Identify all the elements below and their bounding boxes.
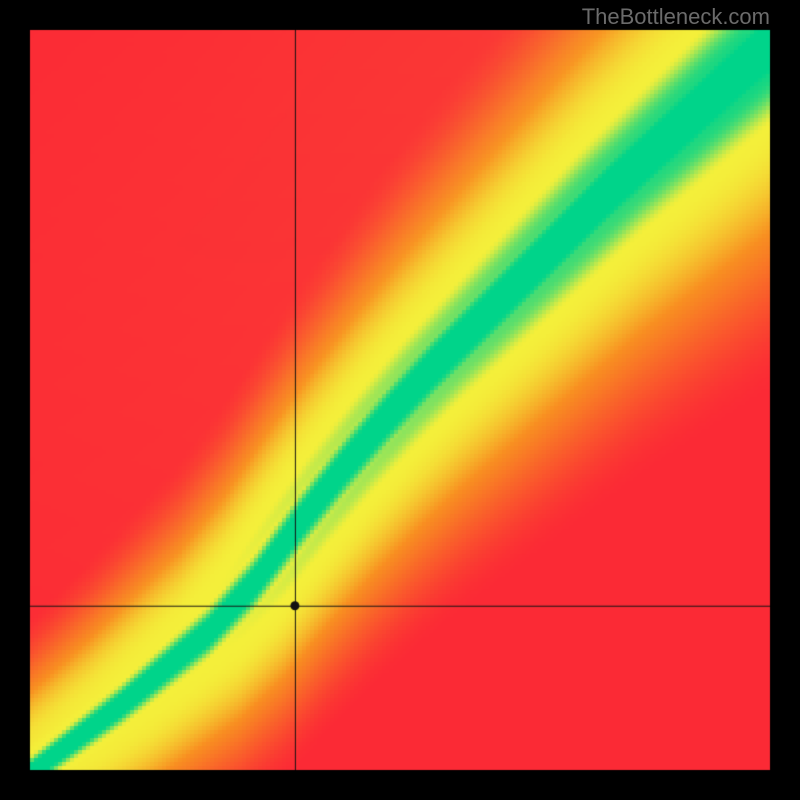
figure: TheBottleneck.com (0, 0, 800, 800)
heatmap-canvas (0, 0, 800, 800)
